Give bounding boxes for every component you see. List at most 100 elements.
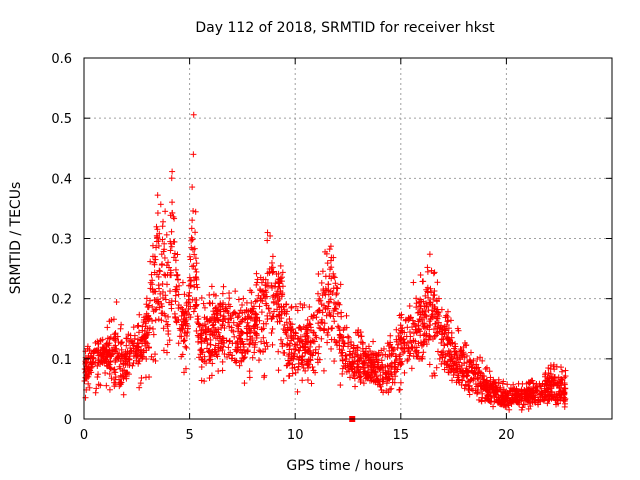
- data-point: [312, 346, 319, 353]
- data-point: [311, 329, 318, 336]
- data-point: [319, 268, 326, 275]
- data-point: [215, 368, 222, 375]
- data-point: [315, 270, 322, 277]
- data-point: [324, 260, 331, 267]
- data-point: [506, 406, 513, 413]
- data-point: [269, 264, 276, 271]
- data-point: [221, 351, 228, 358]
- data-point: [433, 364, 440, 371]
- data-point: [410, 330, 417, 337]
- data-point: [175, 302, 182, 309]
- data-point: [215, 347, 222, 354]
- data-point: [315, 320, 322, 327]
- data-point: [357, 329, 364, 336]
- data-point: [150, 289, 157, 296]
- data-point: [431, 269, 438, 276]
- data-point: [175, 276, 182, 283]
- data-point: [85, 370, 92, 377]
- data-point: [201, 304, 208, 311]
- data-point: [252, 298, 259, 305]
- data-point: [246, 374, 253, 381]
- data-point: [239, 301, 246, 308]
- data-point: [518, 406, 525, 413]
- data-point: [165, 259, 172, 266]
- data-point: [316, 324, 323, 331]
- data-point: [168, 305, 175, 312]
- data-point: [310, 329, 317, 336]
- data-point: [410, 353, 417, 360]
- data-point: [302, 367, 309, 374]
- data-point: [215, 303, 222, 310]
- data-point: [95, 371, 102, 378]
- data-point: [413, 329, 420, 336]
- data-point: [193, 327, 200, 334]
- data-point: [168, 243, 175, 250]
- data-point: [186, 282, 193, 289]
- data-point: [93, 385, 100, 392]
- data-point: [116, 363, 123, 370]
- data-point: [246, 340, 253, 347]
- data-point: [117, 325, 124, 332]
- data-point: [344, 333, 351, 340]
- data-point: [280, 377, 287, 384]
- data-point: [244, 336, 251, 343]
- data-point: [190, 111, 197, 118]
- data-point: [209, 360, 216, 367]
- data-point: [280, 349, 287, 356]
- data-point: [450, 372, 457, 379]
- data-point: [94, 374, 101, 381]
- data-point: [260, 288, 267, 295]
- data-point: [244, 330, 251, 337]
- data-point: [219, 367, 226, 374]
- data-point: [363, 345, 370, 352]
- data-point: [201, 378, 208, 385]
- data-point: [387, 332, 394, 339]
- data-point: [391, 359, 398, 366]
- data-point: [333, 291, 340, 298]
- data-point: [285, 373, 292, 380]
- data-point: [397, 379, 404, 386]
- data-point: [146, 324, 153, 331]
- data-point: [322, 273, 329, 280]
- data-point: [264, 229, 271, 236]
- data-point: [186, 253, 193, 260]
- data-point: [269, 341, 276, 348]
- data-point: [86, 347, 93, 354]
- y-tick-label: 0.4: [51, 172, 72, 187]
- data-point: [308, 380, 315, 387]
- data-point: [334, 310, 341, 317]
- data-point: [243, 323, 250, 330]
- data-point: [426, 251, 433, 258]
- data-point: [97, 337, 104, 344]
- data-point: [185, 292, 192, 299]
- data-point: [269, 269, 276, 276]
- data-point: [149, 317, 156, 324]
- data-point: [175, 291, 182, 298]
- data-point: [375, 352, 382, 359]
- data-point: [458, 362, 465, 369]
- data-point: [246, 368, 253, 375]
- data-point: [145, 314, 152, 321]
- data-point: [425, 307, 432, 314]
- data-point: [438, 360, 445, 367]
- data-point: [257, 274, 264, 281]
- data-point: [275, 348, 282, 355]
- data-point: [410, 279, 417, 286]
- data-point: [154, 210, 161, 217]
- data-point: [278, 274, 285, 281]
- data-point: [156, 285, 163, 292]
- data-point: [163, 231, 170, 238]
- data-point: [192, 255, 199, 262]
- data-point: [325, 326, 332, 333]
- data-point: [187, 303, 194, 310]
- data-point: [228, 324, 235, 331]
- data-point: [483, 364, 490, 371]
- data-point: [106, 370, 113, 377]
- data-point: [490, 403, 497, 410]
- data-point: [169, 199, 176, 206]
- x-tick-label: 15: [393, 428, 410, 443]
- data-point: [445, 347, 452, 354]
- data-point: [206, 349, 213, 356]
- data-point: [504, 381, 511, 388]
- data-point: [238, 358, 245, 365]
